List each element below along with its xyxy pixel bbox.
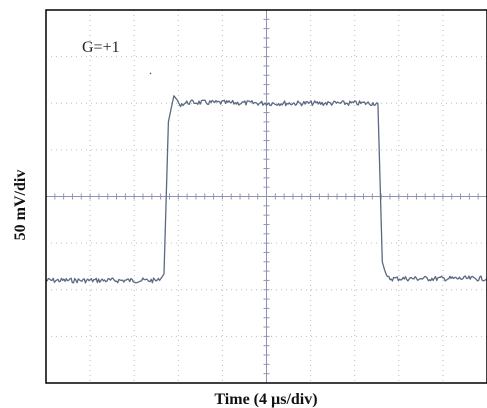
y-axis-label: 50 mV/div (12, 170, 29, 241)
screen-speck (149, 72, 152, 75)
graticule (45, 9, 487, 384)
gain-annotation: G=+1 (82, 39, 120, 56)
plot-frame (45, 9, 487, 384)
trace-layer (45, 72, 487, 284)
trace-line (45, 95, 487, 284)
x-axis-label: Time (4 µs/div) (214, 391, 317, 408)
